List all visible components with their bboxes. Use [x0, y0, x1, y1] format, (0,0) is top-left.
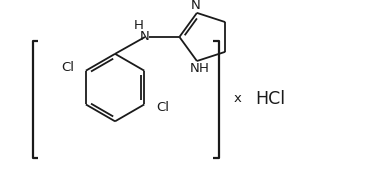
- Text: Cl: Cl: [62, 61, 74, 74]
- Text: Cl: Cl: [157, 101, 170, 114]
- Text: x: x: [234, 92, 242, 105]
- Text: H: H: [134, 19, 144, 32]
- Text: N: N: [140, 31, 150, 44]
- Text: HCl: HCl: [256, 90, 286, 108]
- Text: H: H: [199, 62, 209, 75]
- Text: N: N: [191, 0, 201, 12]
- Text: N: N: [190, 62, 200, 75]
